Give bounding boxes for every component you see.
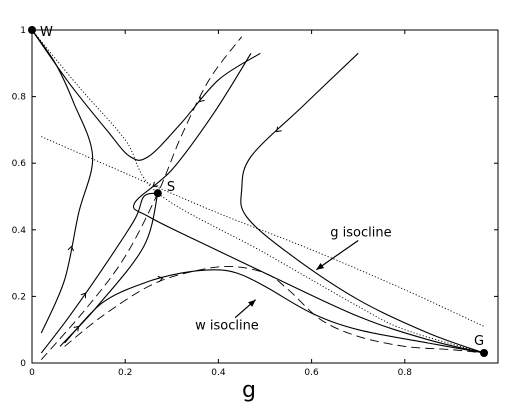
- x-tick-label: 0.2: [118, 368, 132, 378]
- trajectory-line: [40, 192, 158, 354]
- y-tick-label: 0.8: [12, 93, 27, 103]
- curves: [31, 29, 485, 360]
- trajectory-line: [31, 29, 261, 161]
- direction-arrow-icon: [80, 292, 87, 299]
- y-tick-label: 1: [20, 26, 26, 36]
- fixed-point-label: S: [167, 180, 175, 195]
- fixed-point-label: W: [40, 25, 53, 40]
- direction-arrow-icon: [275, 126, 282, 133]
- fixed-point-w: [28, 26, 36, 34]
- arrowhead-icon: [316, 263, 325, 270]
- x-tick-label: 0.6: [304, 368, 319, 378]
- axis-ticks: 0 0.2 0.4 0.6 0.8 0 0.2 0.4 0.6 0.8 1: [12, 26, 498, 378]
- w-isocline-annotation: w isocline: [195, 319, 259, 334]
- x-tick-label: 0.4: [211, 368, 226, 378]
- annotation-pointer: [315, 239, 359, 271]
- y-tick-label: 0: [20, 359, 26, 369]
- direction-arrow-icon: [152, 181, 159, 188]
- trajectory-line: [240, 52, 485, 354]
- trajectory-line: [31, 29, 94, 334]
- direction-arrow-icon: [67, 245, 74, 252]
- x-axis-label: g: [242, 378, 256, 403]
- fixed-point-g: [480, 349, 489, 358]
- fixed-point-label: G: [474, 334, 484, 349]
- plot-frame: [31, 29, 499, 364]
- w-isocline-line: [64, 265, 485, 354]
- direction-arrow-icon: [73, 325, 80, 332]
- x-tick-label: 0.8: [398, 368, 413, 378]
- direction-arrow-icon: [157, 275, 164, 283]
- trajectory-line: [59, 193, 159, 347]
- y-tick-label: 0.2: [12, 292, 26, 302]
- fixed-point-s: [153, 189, 162, 198]
- y-tick-label: 0.6: [12, 159, 27, 169]
- g-isocline-line: [41, 136, 485, 327]
- x-tick-label: 0: [29, 368, 35, 378]
- y-tick-label: 0.4: [12, 226, 27, 236]
- separatrix-line: [31, 29, 485, 354]
- direction-arrow-icon: [199, 96, 205, 103]
- arrowhead-icon: [248, 299, 256, 307]
- trajectory-line: [64, 269, 485, 354]
- g-isocline-annotation: g isocline: [330, 225, 391, 240]
- marks: W S Gg isocline w isocline: [28, 25, 489, 358]
- trajectory-line: [133, 53, 485, 354]
